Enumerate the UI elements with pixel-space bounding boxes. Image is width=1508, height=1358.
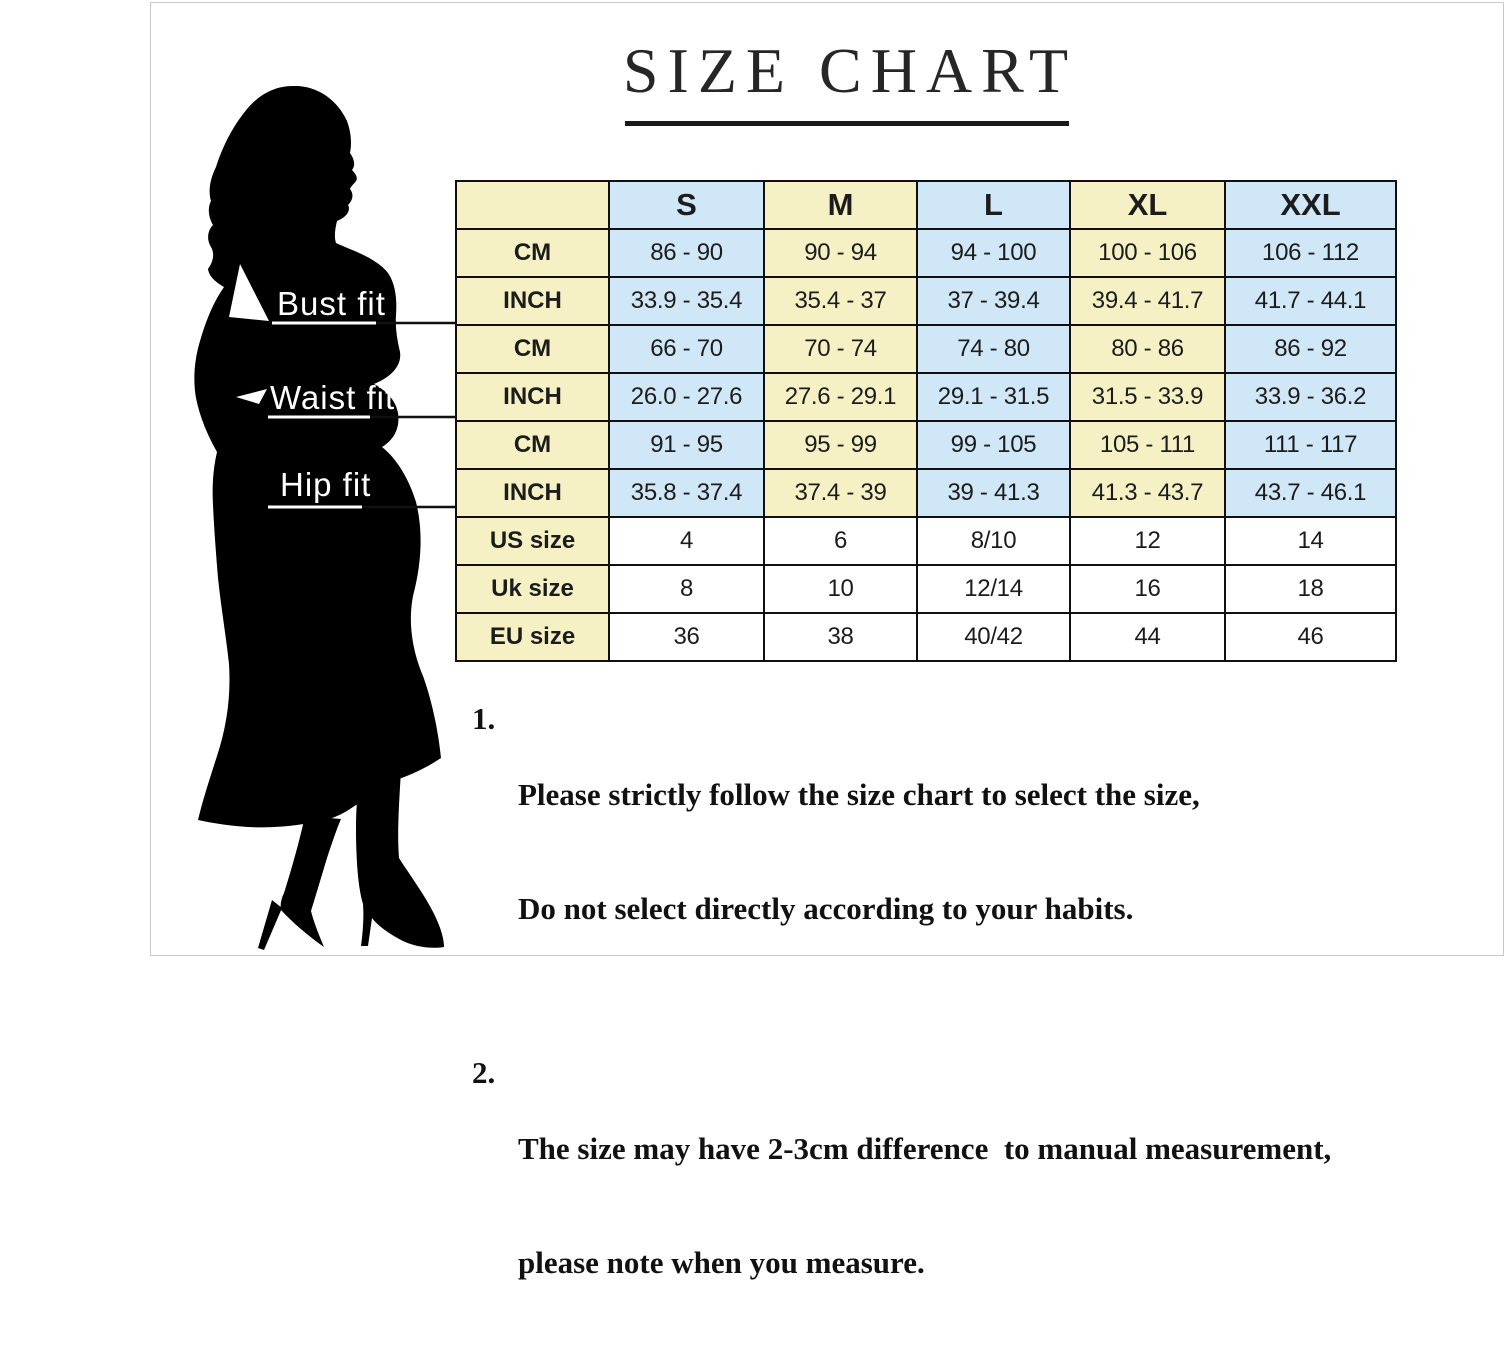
row-label: INCH bbox=[455, 276, 610, 326]
note-1-text: Please strictly follow the size chart to… bbox=[518, 700, 1200, 1004]
cell: 91 - 95 bbox=[608, 420, 765, 470]
size-chart-infographic: { "title": "SIZE CHART", "chart_data": {… bbox=[150, 2, 1504, 1280]
title-underline bbox=[625, 121, 1069, 126]
cell: 35.8 - 37.4 bbox=[608, 468, 765, 518]
table-header-row: S M L XL XXL bbox=[455, 180, 1397, 230]
left-leg-shoe-shape bbox=[280, 816, 341, 947]
row-label: Uk size bbox=[455, 564, 610, 614]
cell: 36 bbox=[608, 612, 765, 662]
row-label: US size bbox=[455, 516, 610, 566]
cell: 4 bbox=[608, 516, 765, 566]
right-leg-heel-shape bbox=[356, 768, 444, 948]
size-header-l: L bbox=[916, 180, 1071, 230]
cell: 106 - 112 bbox=[1224, 228, 1397, 278]
cell: 43.7 - 46.1 bbox=[1224, 468, 1397, 518]
corner-cell bbox=[455, 180, 610, 230]
waist-fit-label: Waist fit bbox=[270, 379, 396, 416]
cell: 14 bbox=[1224, 516, 1397, 566]
note-1-line-2: Do not select directly according to your… bbox=[518, 891, 1134, 926]
cell: 18 bbox=[1224, 564, 1397, 614]
cell: 66 - 70 bbox=[608, 324, 765, 374]
cell: 94 - 100 bbox=[916, 228, 1071, 278]
cell: 16 bbox=[1069, 564, 1226, 614]
cell: 95 - 99 bbox=[763, 420, 918, 470]
note-2-text: The size may have 2-3cm difference to ma… bbox=[518, 1054, 1331, 1358]
cell: 100 - 106 bbox=[1069, 228, 1226, 278]
cell: 86 - 92 bbox=[1224, 324, 1397, 374]
cell: 41.3 - 43.7 bbox=[1069, 468, 1226, 518]
cell: 35.4 - 37 bbox=[763, 276, 918, 326]
table-row-us-size: US size 4 6 8/10 12 14 bbox=[455, 516, 1397, 566]
cell: 46 bbox=[1224, 612, 1397, 662]
note-2-line-2: please note when you measure. bbox=[518, 1245, 925, 1280]
row-label: EU size bbox=[455, 612, 610, 662]
cell: 31.5 - 33.9 bbox=[1069, 372, 1226, 422]
note-2-line-1: The size may have 2-3cm difference to ma… bbox=[518, 1131, 1332, 1166]
notes-section: 1. Please strictly follow the size chart… bbox=[472, 700, 1487, 1358]
note-1-number: 1. bbox=[472, 701, 496, 736]
cell: 70 - 74 bbox=[763, 324, 918, 374]
cell: 40/42 bbox=[916, 612, 1071, 662]
table-row-uk-size: Uk size 8 10 12/14 16 18 bbox=[455, 564, 1397, 614]
cell: 86 - 90 bbox=[608, 228, 765, 278]
cell: 33.9 - 36.2 bbox=[1224, 372, 1397, 422]
size-header-m: M bbox=[763, 180, 918, 230]
hip-fit-label: Hip fit bbox=[280, 466, 372, 503]
cell: 80 - 86 bbox=[1069, 324, 1226, 374]
table-row-eu-size: EU size 36 38 40/42 44 46 bbox=[455, 612, 1397, 662]
cell: 26.0 - 27.6 bbox=[608, 372, 765, 422]
left-heel-spike bbox=[258, 900, 282, 950]
row-label: INCH bbox=[455, 372, 610, 422]
cell: 90 - 94 bbox=[763, 228, 918, 278]
size-header-xxl: XXL bbox=[1224, 180, 1397, 230]
cell: 33.9 - 35.4 bbox=[608, 276, 765, 326]
figure-layer bbox=[194, 85, 457, 950]
arm-gap-triangle bbox=[229, 264, 269, 321]
row-label: CM bbox=[455, 420, 610, 470]
cell: 41.7 - 44.1 bbox=[1224, 276, 1397, 326]
row-label: CM bbox=[455, 324, 610, 374]
cell: 38 bbox=[763, 612, 918, 662]
table-row-waist-inch: INCH 26.0 - 27.6 27.6 - 29.1 29.1 - 31.5… bbox=[455, 372, 1397, 422]
note-1-line-1: Please strictly follow the size chart to… bbox=[518, 777, 1200, 812]
row-label: INCH bbox=[455, 468, 610, 518]
table-row-hip-cm: CM 91 - 95 95 - 99 99 - 105 105 - 111 11… bbox=[455, 420, 1397, 470]
cell: 44 bbox=[1069, 612, 1226, 662]
cell: 27.6 - 29.1 bbox=[763, 372, 918, 422]
cell: 39 - 41.3 bbox=[916, 468, 1071, 518]
cell: 99 - 105 bbox=[916, 420, 1071, 470]
cell: 37.4 - 39 bbox=[763, 468, 918, 518]
cell: 37 - 39.4 bbox=[916, 276, 1071, 326]
note-1: 1. Please strictly follow the size chart… bbox=[472, 700, 1487, 1004]
table-row-bust-inch: INCH 33.9 - 35.4 35.4 - 37 37 - 39.4 39.… bbox=[455, 276, 1397, 326]
cell: 8 bbox=[608, 564, 765, 614]
note-2: 2. The size may have 2-3cm difference to… bbox=[472, 1054, 1487, 1358]
bust-fit-label: Bust fit bbox=[277, 285, 386, 322]
cell: 74 - 80 bbox=[916, 324, 1071, 374]
table-row-hip-inch: INCH 35.8 - 37.4 37.4 - 39 39 - 41.3 41.… bbox=[455, 468, 1397, 518]
cell: 8/10 bbox=[916, 516, 1071, 566]
table-row-bust-cm: CM 86 - 90 90 - 94 94 - 100 100 - 106 10… bbox=[455, 228, 1397, 278]
cell: 10 bbox=[763, 564, 918, 614]
table-row-waist-cm: CM 66 - 70 70 - 74 74 - 80 80 - 86 86 - … bbox=[455, 324, 1397, 374]
cell: 12 bbox=[1069, 516, 1226, 566]
size-header-xl: XL bbox=[1069, 180, 1226, 230]
cell: 29.1 - 31.5 bbox=[916, 372, 1071, 422]
row-label: CM bbox=[455, 228, 610, 278]
cell: 111 - 117 bbox=[1224, 420, 1397, 470]
cell: 105 - 111 bbox=[1069, 420, 1226, 470]
woman-silhouette bbox=[194, 85, 441, 828]
size-table: S M L XL XXL CM 86 - 90 90 - 94 94 - 100… bbox=[455, 180, 1397, 662]
cell: 39.4 - 41.7 bbox=[1069, 276, 1226, 326]
cell: 12/14 bbox=[916, 564, 1071, 614]
size-header-s: S bbox=[608, 180, 765, 230]
note-2-number: 2. bbox=[472, 1055, 496, 1090]
forearm-gap-sliver bbox=[236, 389, 267, 404]
cell: 6 bbox=[763, 516, 918, 566]
page-title: SIZE CHART bbox=[622, 35, 1078, 106]
